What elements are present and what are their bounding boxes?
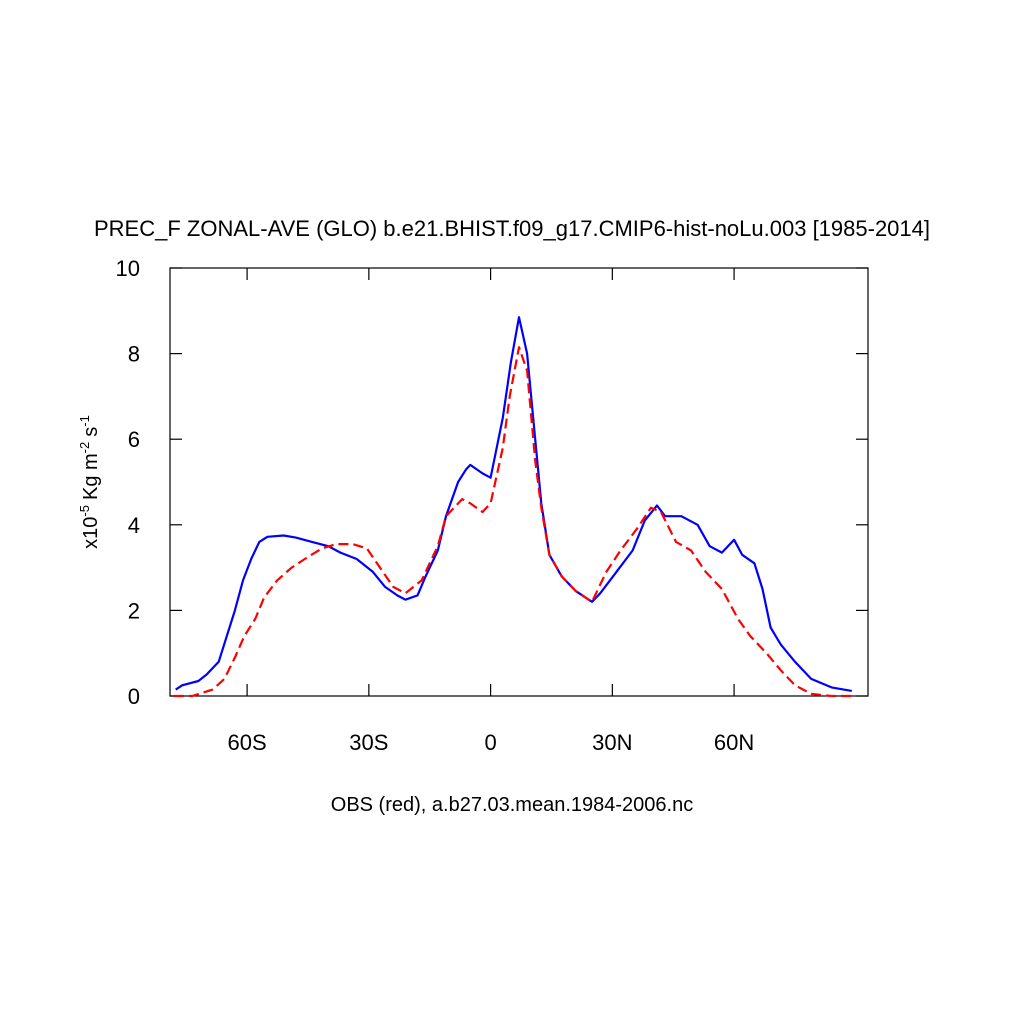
y-tick-label: 0 <box>128 684 140 709</box>
x-axis-label: OBS (red), a.b27.03.mean.1984-2006.nc <box>331 794 693 816</box>
y-label-part: x10 <box>80 517 102 549</box>
series-line <box>174 346 852 698</box>
x-tick-label: 0 <box>484 730 496 755</box>
y-tick-label: 4 <box>128 513 140 538</box>
y-tick-label: 8 <box>128 342 140 367</box>
y-tick-label: 10 <box>116 256 140 281</box>
y-label-part: s <box>80 427 102 437</box>
x-tick-label: 60N <box>714 730 754 755</box>
x-tick-label: 30S <box>349 730 388 755</box>
chart-title: PREC_F ZONAL-AVE (GLO) b.e21.BHIST.f09_g… <box>94 216 930 241</box>
x-tick-label: 30N <box>592 730 632 755</box>
series-line <box>175 316 852 692</box>
y-label-part: Kg m <box>80 453 102 500</box>
y-label-sup: -5 <box>77 505 92 517</box>
y-tick-label: 2 <box>128 598 140 623</box>
y-label-sup: -2 <box>77 442 92 454</box>
y-axis-label: x10-5 Kg m-2 s-1 <box>77 415 102 549</box>
y-tick-label: 6 <box>128 427 140 452</box>
y-label-sup: -1 <box>77 415 92 427</box>
x-tick-label: 60S <box>228 730 267 755</box>
plot-frame <box>169 267 869 697</box>
